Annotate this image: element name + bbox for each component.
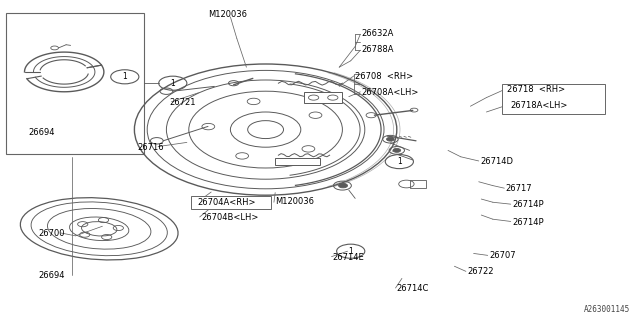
Text: 26717: 26717: [506, 184, 532, 193]
Bar: [275, 158, 320, 165]
Text: 26632A: 26632A: [362, 29, 394, 38]
Text: 26707: 26707: [490, 252, 516, 260]
Bar: [304, 92, 342, 103]
Text: 1: 1: [122, 72, 127, 81]
Circle shape: [393, 148, 401, 152]
Text: 1: 1: [348, 247, 353, 256]
Text: 26714P: 26714P: [512, 200, 543, 209]
Text: 26718A<LH>: 26718A<LH>: [510, 101, 568, 110]
Text: M120036: M120036: [208, 10, 247, 19]
Text: 1: 1: [170, 79, 175, 88]
Text: 26704A<RH>: 26704A<RH>: [197, 198, 255, 207]
Text: 26704A<RH>: 26704A<RH>: [198, 197, 257, 206]
Text: 26714E: 26714E: [333, 253, 365, 262]
Text: 26718A<LH>: 26718A<LH>: [509, 101, 566, 110]
Text: 26716: 26716: [138, 143, 164, 152]
Circle shape: [387, 137, 394, 141]
Text: 26714C: 26714C: [397, 284, 429, 293]
Text: 26694: 26694: [38, 271, 65, 280]
Text: 26722: 26722: [467, 268, 493, 276]
Text: 1: 1: [397, 157, 402, 166]
Text: M120036: M120036: [275, 197, 314, 206]
Text: 26708A<LH>: 26708A<LH>: [362, 88, 419, 97]
Bar: [6, 13, 144, 154]
Text: 26714D: 26714D: [480, 157, 513, 166]
FancyBboxPatch shape: [191, 196, 271, 209]
Text: 26718  <RH>: 26718 <RH>: [506, 85, 564, 94]
Text: 26694: 26694: [29, 128, 55, 137]
Text: 26718  <RH>: 26718 <RH>: [507, 85, 565, 94]
Text: 26714P: 26714P: [512, 218, 543, 227]
Text: 26788A: 26788A: [362, 45, 394, 54]
Text: A263001145: A263001145: [584, 305, 630, 314]
Text: 26700: 26700: [38, 229, 65, 238]
Text: 26721: 26721: [170, 98, 196, 107]
FancyBboxPatch shape: [502, 84, 605, 114]
Text: 26704B<LH>: 26704B<LH>: [202, 213, 259, 222]
Circle shape: [339, 183, 348, 188]
Bar: [410, 180, 426, 188]
Text: 26708  <RH>: 26708 <RH>: [355, 72, 413, 81]
